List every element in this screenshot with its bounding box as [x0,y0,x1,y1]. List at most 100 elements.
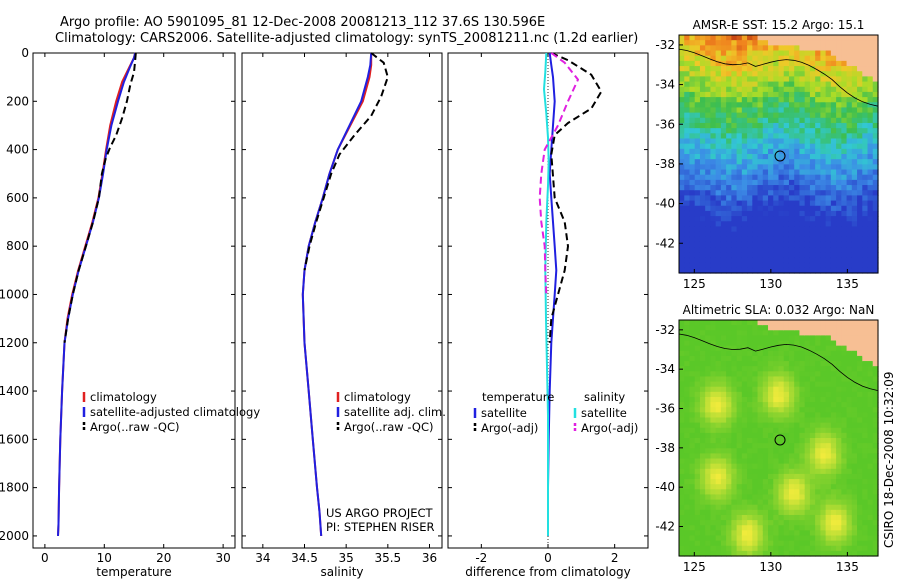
sst_map-cell [825,122,832,129]
sst_map-cell [731,40,738,46]
sst_map-cell [862,86,869,93]
sla_map-cell [752,499,759,506]
sla_map-contour [678,333,879,391]
sst_map-cell [736,107,743,114]
sla_map-cell [752,320,759,326]
sst_map-cell [783,241,790,248]
sla_map-cell [752,473,759,480]
sst_map-cell [872,97,879,103]
sla_map-cell [715,473,722,480]
sst_map-cell [720,179,727,186]
sla_map-cell [705,443,712,449]
sla_map-cell [804,458,811,465]
sst_map-cell [825,60,832,67]
sst_map-cell [679,179,685,186]
sla_map-cell [794,417,801,424]
sla_map-cell [815,386,821,393]
sla_map-cell [747,458,753,465]
sla_map-cell [741,540,748,547]
sla_map-cell [804,443,811,449]
sst_map-cell [684,174,691,181]
sst_map-cell [799,45,806,52]
sst_map-cell [867,159,874,165]
sst_map-cell [783,102,790,109]
sla_map-cell [851,412,858,419]
sla_map-cell [747,494,753,501]
sla_map-cell [694,381,701,388]
sst_map-cell [720,257,727,264]
temperature-ytick-label: 1400 [0,384,29,398]
sst_map-cell [857,257,863,264]
sst_map-cell [736,226,743,233]
sst_map-cell [715,205,722,212]
sla_map-cell [872,361,879,367]
sst_map-cell [846,117,853,124]
sla_map-cell [836,443,842,449]
sla_map-cell [741,361,748,367]
sla_map-cell [731,494,738,501]
sla_map-cell [862,422,869,429]
sla_map-cell [794,535,801,542]
sst_map-cell [851,169,858,176]
sst_map-cell [684,138,691,145]
sst_map-cell [694,40,701,46]
sla_map-cell [820,550,827,557]
sst_map-cell [689,86,696,93]
sla_map-cell [794,391,801,398]
sst_map-cell [694,102,701,109]
sst_map-cell [741,267,748,274]
sla_map-cell [862,453,869,460]
sst_map-cell [757,267,764,274]
sst_map-cell [836,91,842,98]
sst_map-cell [862,164,869,171]
sst_map-cell [815,185,821,191]
sla_map-cell [752,350,759,357]
sst_map-cell [731,102,738,109]
sst_map-cell [773,154,780,160]
sst_map-cell [684,148,691,155]
sla_map-cell [715,391,722,398]
sla_map-cell [862,366,869,372]
sla_map-cell [851,402,858,408]
sst_map-cell [872,231,879,238]
sla_map-cell [841,355,848,362]
sst_map-cell [820,190,827,196]
sla_map-cell [689,412,696,419]
sla_map-cell [799,540,806,547]
sla_map-cell [804,504,811,511]
sst_map-cell [851,138,858,145]
sst_map-cell [710,205,717,212]
sst_map-cell [710,262,717,269]
sst_map-cell [689,107,696,114]
sst_map-cell [731,117,738,124]
sla_map-cell [836,355,842,362]
sst_map-cell [773,148,780,155]
sla_map-cell [846,335,853,342]
sst_map-cell [862,71,869,77]
sst_map-cell [867,221,874,228]
sla_map-cell [788,412,795,419]
sst_map-cell [783,60,790,67]
sla_map-cell [825,438,832,444]
sla_map-cell [762,438,769,444]
sst_map-cell [741,138,748,145]
sst_map-cell [857,174,863,181]
sst_map-cell [872,35,879,41]
sst_map-cell [710,179,717,186]
sst_map-cell [741,205,748,212]
sla_map-cell [851,504,858,511]
sla_map-cell [809,520,816,526]
sla_map-cell [699,509,706,516]
sst_map-cell [731,195,738,202]
sla_map-cell [768,448,774,454]
sla_map-cell [752,535,759,542]
sla_map-cell [773,479,780,485]
sla_map-cell [731,402,738,408]
sla_map-cell [762,448,769,454]
sst_map-cell [851,35,858,41]
sst_map-cell [684,40,691,46]
sla_map-cell [710,473,717,480]
sla_map-cell [768,520,774,526]
sst_map-cell [752,128,759,134]
sla_map-cell [699,366,706,372]
